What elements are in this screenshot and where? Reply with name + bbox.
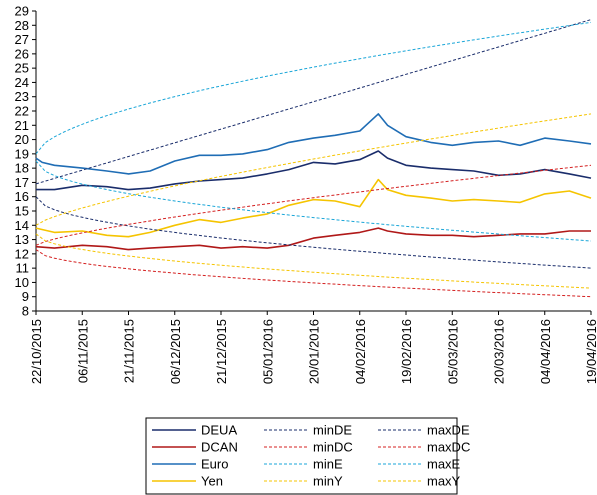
x-tick-label: 06/11/2015 [75, 319, 90, 383]
series-line-minde [35, 196, 592, 269]
y-tick-label: 14 [15, 218, 29, 233]
y-tick-label: 8 [22, 304, 29, 319]
x-tick-label: 06/12/2015 [168, 319, 183, 384]
series-line-maxy [35, 113, 592, 226]
series-line-mine [35, 160, 592, 242]
y-tick-label: 19 [15, 146, 29, 161]
x-tick-label: 21/12/2015 [214, 319, 229, 384]
x-tick-label: 19/02/2016 [399, 319, 414, 384]
y-tick-label: 21 [15, 118, 29, 133]
legend-label-mine: minE [313, 457, 343, 472]
y-tick-label: 13 [15, 232, 29, 247]
legend-label-dcan: DCAN [201, 440, 238, 455]
x-tick-label: 20/01/2016 [307, 319, 322, 384]
series-line-deua [36, 150, 592, 191]
y-tick-label: 20 [15, 132, 29, 147]
y-tick-label: 23 [15, 89, 29, 104]
series-line-yen [35, 178, 592, 238]
y-tick-label: 26 [15, 46, 29, 61]
legend-label-euro: Euro [201, 457, 228, 472]
legend-label-deua: DEUA [201, 423, 237, 438]
legend-label-miny: minY [313, 474, 343, 489]
legend-label-minde: minDE [313, 423, 352, 438]
y-tick-label: 27 [15, 32, 29, 47]
y-tick-label: 17 [15, 175, 29, 190]
x-tick-label: 21/11/2015 [122, 319, 137, 383]
y-tick-label: 16 [15, 189, 29, 204]
y-tick-label: 22 [15, 104, 29, 119]
y-tick-label: 15 [15, 204, 29, 219]
series-line-miny [35, 233, 592, 289]
y-tick-label: 11 [16, 261, 30, 276]
legend-label-maxe: maxE [427, 457, 461, 472]
legend-label-mindc: minDC [313, 440, 353, 455]
legend-label-yen: Yen [201, 474, 223, 489]
series-line-maxdc [35, 164, 592, 246]
series-line-maxe [35, 21, 592, 155]
y-tick-label: 10 [15, 275, 29, 290]
chart-axes [35, 11, 591, 312]
x-tick-label: 04/04/2016 [538, 319, 553, 384]
x-tick-label: 04/02/2016 [353, 319, 368, 384]
x-tick-label: 05/01/2016 [260, 319, 275, 384]
x-tick-label: 05/03/2016 [445, 319, 460, 384]
y-tick-label: 28 [15, 18, 29, 33]
chart-legend: DEUA DCAN Euro Yen minDE minDC minE minY maxDE ma… [145, 417, 470, 495]
y-axis-ticks: 8910111213141516171819202122232425262728… [15, 4, 36, 319]
y-tick-label: 18 [15, 161, 29, 176]
series-line-mindc [35, 249, 592, 298]
x-axis-ticks: 22/10/2015 06/11/2015 21/11/2015 06/12/2015… [29, 311, 597, 384]
legend-label-maxde: maxDE [427, 423, 470, 438]
series-line-euro [35, 113, 592, 175]
x-tick-label: 20/03/2016 [492, 319, 507, 384]
y-tick-label: 29 [15, 4, 29, 19]
legend-label-maxdc: maxDC [427, 440, 470, 455]
x-tick-label: 19/04/2016 [584, 319, 597, 384]
y-tick-label: 24 [15, 75, 29, 90]
series-line-dcan [35, 227, 591, 251]
y-tick-label: 12 [15, 246, 29, 261]
y-tick-label: 9 [22, 289, 29, 304]
y-tick-label: 25 [15, 61, 29, 76]
chart-series [35, 19, 592, 298]
series-line-maxde [35, 19, 592, 185]
legend-label-maxy: maxY [427, 474, 461, 489]
x-tick-label: 22/10/2015 [29, 319, 44, 384]
